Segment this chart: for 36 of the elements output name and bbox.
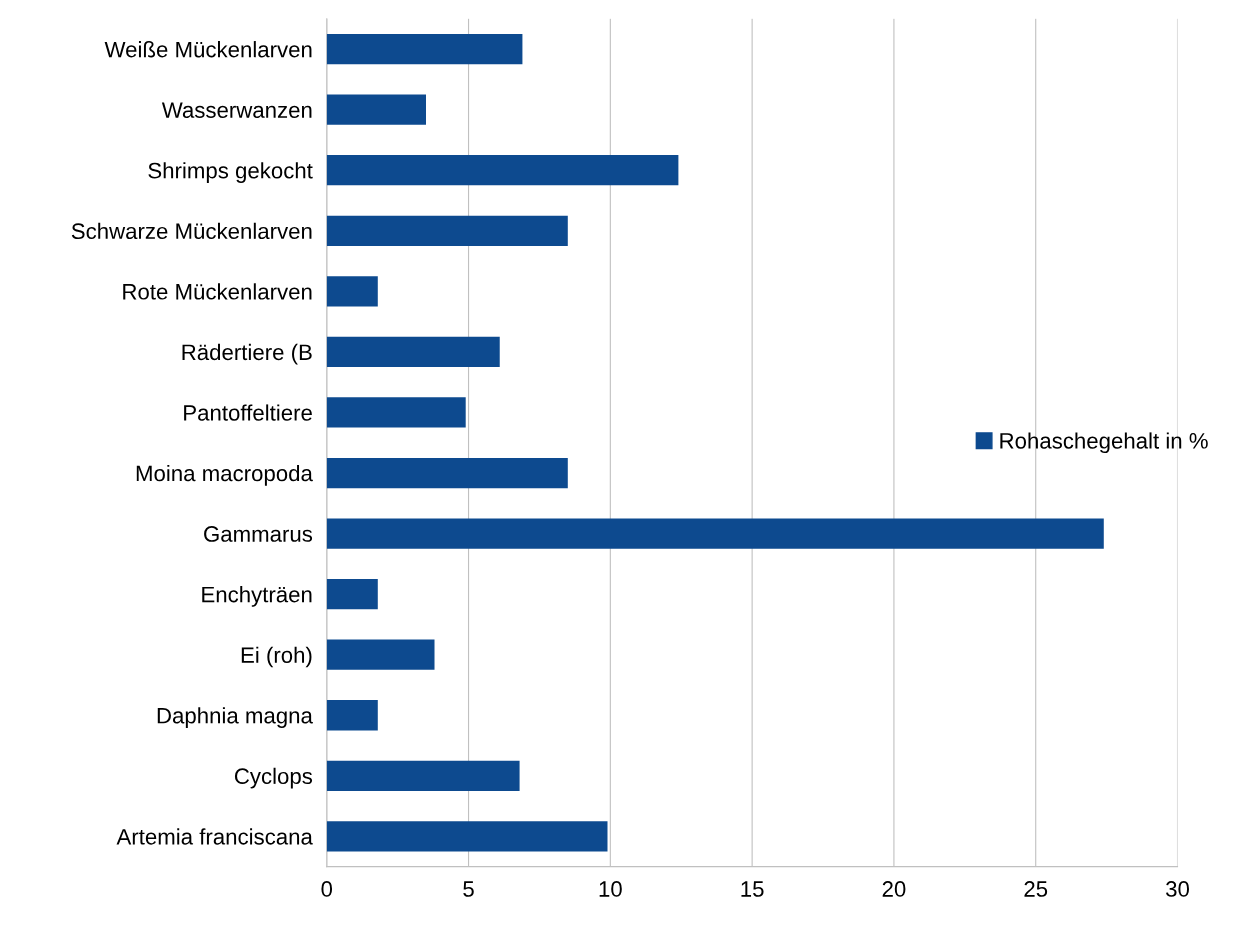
bar: [326, 639, 435, 670]
bar: [326, 457, 568, 489]
y-tick-label: Shrimps gekocht: [148, 162, 313, 183]
bar: [326, 94, 426, 125]
bar: [326, 821, 608, 852]
bar: [326, 215, 568, 246]
bar: [326, 33, 523, 65]
y-tick-label: Wasserwanzen: [161, 102, 312, 118]
bar: [326, 397, 466, 428]
bar: [326, 700, 378, 731]
x-tick-label: 10: [599, 881, 622, 897]
y-tick-label: Weiße Mückenlarven: [104, 41, 312, 58]
bar: [326, 336, 500, 368]
y-tick-label: Enchyträen: [202, 586, 312, 607]
bar: [326, 578, 378, 610]
y-tick-label: Artemia franciscana: [116, 828, 313, 845]
y-tick-label: Cyclops: [234, 767, 313, 789]
x-tick-label: 20: [882, 881, 906, 897]
x-tick-label: 15: [741, 881, 764, 897]
x-tick-label: 25: [1024, 881, 1048, 897]
y-tick-label: Gammarus: [204, 526, 313, 542]
bar: [326, 276, 378, 307]
legend-label: Rohaschegehalt in %: [1000, 432, 1208, 454]
x-tick-label: 5: [463, 881, 474, 897]
y-tick-label: Rädertiere (B: [182, 343, 312, 365]
y-tick-label: Daphnia magna: [157, 707, 313, 728]
y-tick-label: Ei (roh): [241, 646, 312, 668]
x-tick-label: 0: [321, 881, 333, 897]
x-tick-label: 30: [1166, 881, 1190, 897]
bar: [326, 155, 679, 186]
y-tick-label: Rote Mückenlarven: [123, 283, 312, 300]
bar: [326, 518, 1104, 549]
y-tick-label: Schwarze Mückenlarven: [71, 222, 312, 240]
y-tick-label: Moina macropoda: [136, 464, 313, 486]
bar: [326, 760, 520, 791]
y-tick-label: Pantoffeltiere: [184, 404, 312, 421]
